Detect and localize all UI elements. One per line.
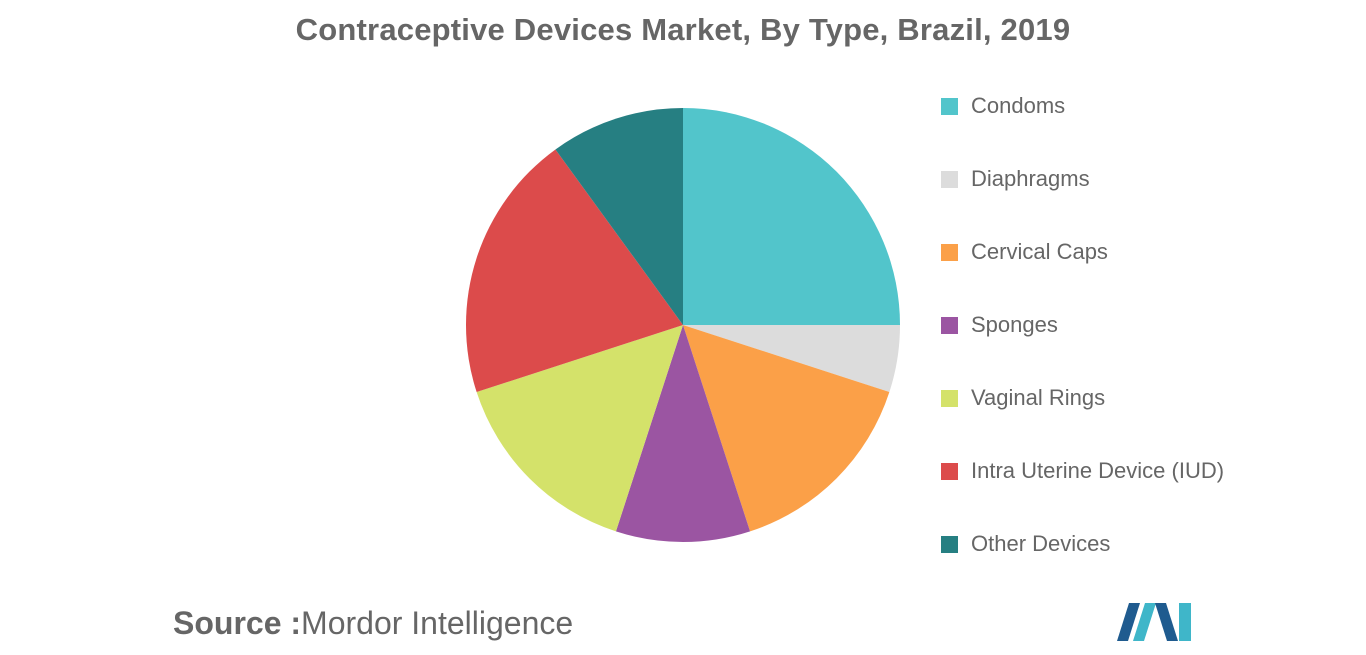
pie-slice-vaginal-rings	[476, 325, 683, 532]
legend-item: Intra Uterine Device (IUD)	[941, 453, 1224, 526]
pie-slice-other-devices	[555, 108, 683, 325]
source-text: Mordor Intelligence	[301, 605, 574, 641]
legend-label: Other Devices	[971, 531, 1111, 556]
legend-swatch	[941, 98, 958, 115]
legend-swatch	[941, 463, 958, 480]
legend-item: Diaphragms	[941, 161, 1224, 234]
source-caption: Source :Mordor Intelligence	[173, 605, 573, 642]
chart-title: Contraceptive Devices Market, By Type, B…	[295, 12, 1071, 47]
legend-label: Vaginal Rings	[971, 385, 1106, 410]
pie-slice-cervical-caps	[683, 325, 890, 532]
legend-swatch	[941, 390, 958, 407]
chart-legend: Condoms Diaphragms Cervical Caps Sponges Vag…	[941, 88, 1224, 599]
legend-swatch	[941, 317, 958, 334]
logo-right-stroke	[1155, 603, 1178, 641]
legend-label: Diaphragms	[971, 166, 1090, 191]
pie-slice-diaphragms	[683, 325, 900, 393]
pie-slice-condoms	[683, 108, 900, 325]
mordor-intelligence-logo-icon	[1117, 603, 1191, 641]
legend-label: Intra Uterine Device (IUD)	[971, 458, 1225, 483]
logo-left-stroke	[1117, 603, 1140, 641]
legend-label: Condoms	[971, 93, 1066, 118]
legend-item: Other Devices	[941, 526, 1224, 599]
legend-item: Condoms	[941, 88, 1224, 161]
legend-swatch	[941, 536, 958, 553]
legend-swatch	[941, 171, 958, 188]
source-label: Source :	[173, 605, 302, 641]
legend-item: Cervical Caps	[941, 234, 1224, 307]
legend-label: Sponges	[971, 312, 1058, 337]
legend-label: Cervical Caps	[971, 239, 1108, 264]
legend-swatch	[941, 244, 958, 261]
logo-far-stroke	[1179, 603, 1191, 641]
logo-middle-stroke	[1133, 603, 1156, 641]
legend-item: Vaginal Rings	[941, 380, 1224, 453]
pie-slice-intra-uterine-device-iud	[465, 149, 683, 393]
legend-item: Sponges	[941, 307, 1224, 380]
pie-slice-sponges	[615, 325, 751, 542]
